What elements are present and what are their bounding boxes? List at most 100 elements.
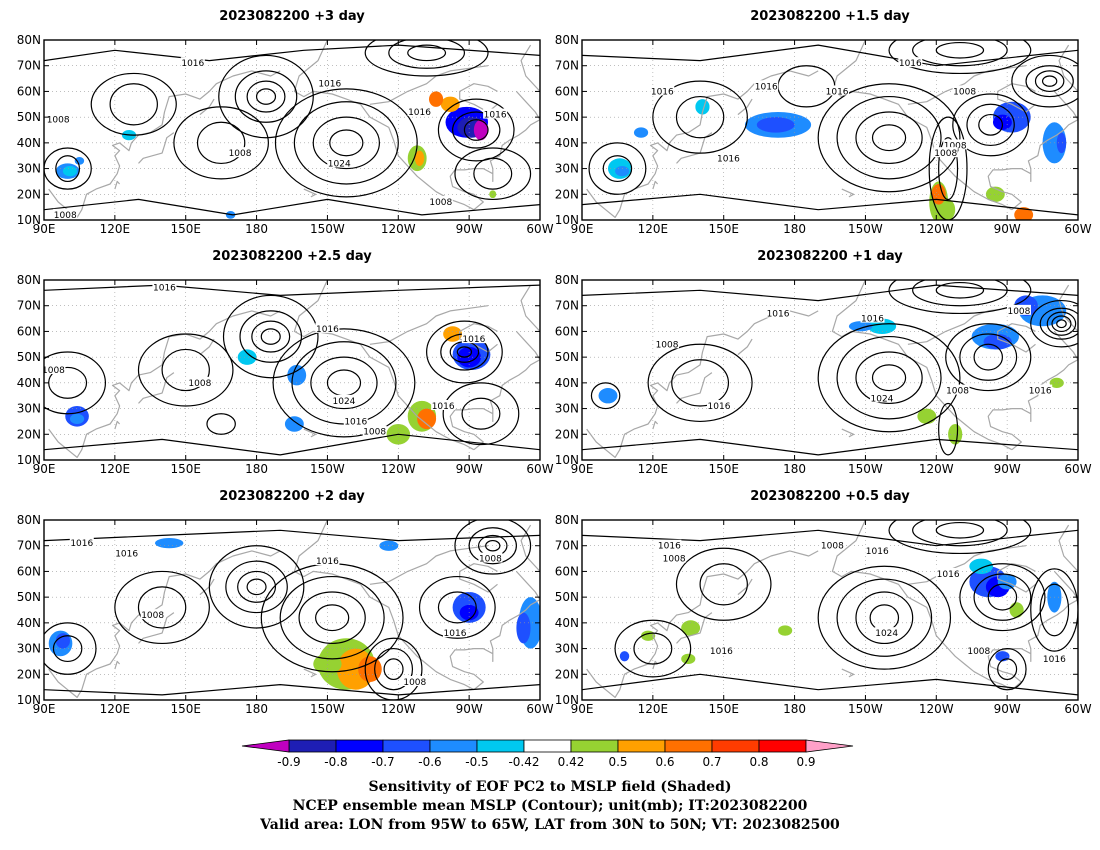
isobar xyxy=(454,520,532,575)
coastline xyxy=(138,612,175,644)
axis-ticks: 90E 120E 150E 180 150W 120W 90W 60W 10N 20N 30N 40N… xyxy=(17,33,554,236)
contour-label: 1016 xyxy=(181,59,204,69)
label-backdrop xyxy=(428,196,453,206)
y-tick-label: 20N xyxy=(17,667,41,681)
colorbar-box xyxy=(664,739,713,753)
shaded-region xyxy=(848,321,873,332)
contour-label: 1008 xyxy=(188,379,211,389)
contour-label: 1016 xyxy=(316,325,339,335)
label-backdrop xyxy=(766,307,791,318)
isobar xyxy=(452,111,501,149)
colorbar-label: -0.6 xyxy=(418,755,441,769)
x-tick-label: 150E xyxy=(170,222,201,236)
label-backdrop xyxy=(662,552,687,563)
label-backdrop xyxy=(69,537,94,548)
isobar xyxy=(938,402,959,456)
coastline xyxy=(586,70,819,218)
y-tick-label: 80N xyxy=(17,513,41,527)
contour-label: 1008 xyxy=(953,87,976,97)
label-backdrop xyxy=(317,77,342,88)
coastline xyxy=(586,550,819,698)
x-tick-label: 90E xyxy=(571,222,594,236)
label-backdrop xyxy=(945,384,970,395)
y-tick-label: 30N xyxy=(17,402,41,416)
coastline xyxy=(303,428,317,438)
coastline xyxy=(1058,524,1078,572)
label-backdrop xyxy=(442,627,467,638)
shaded-region xyxy=(997,574,1017,590)
label-backdrop xyxy=(706,400,731,410)
x-tick-label: 60W xyxy=(526,702,553,716)
contour-label: 1024 xyxy=(328,159,351,169)
contour-labels: 1016 1016 1016 1008 1016 1008 1016 1008 xyxy=(650,57,977,164)
x-tick-label: 120W xyxy=(919,222,954,236)
x-tick-label: 60W xyxy=(526,462,553,476)
isobar xyxy=(329,129,364,157)
y-tick-label: 30N xyxy=(555,642,579,656)
coastline xyxy=(652,420,659,430)
label-backdrop xyxy=(1028,384,1053,395)
contour-label: 1008 xyxy=(656,340,679,350)
contour-label: 1016 xyxy=(755,82,778,92)
isobar xyxy=(383,658,404,681)
shaded-region xyxy=(74,157,85,165)
x-tick-label: 180 xyxy=(245,462,268,476)
isobar xyxy=(675,95,725,139)
label-backdrop xyxy=(874,627,899,638)
y-tick-label: 10N xyxy=(555,693,579,707)
label-backdrop xyxy=(44,364,66,374)
isobar xyxy=(675,547,772,621)
y-tick-label: 50N xyxy=(555,110,579,124)
label-backdrop xyxy=(362,425,387,436)
label-backdrop xyxy=(860,312,885,323)
y-tick-label: 70N xyxy=(555,59,579,73)
isobar xyxy=(234,70,298,123)
x-tick-label: 150E xyxy=(708,702,739,716)
colorbar-box xyxy=(429,739,478,753)
coastline xyxy=(114,180,121,190)
sensitivity-shading xyxy=(65,326,491,445)
panel-title: 2023082200 +1 day xyxy=(757,249,903,264)
map-area: 1016 1016 1016 1008 1008 1016 1008 xyxy=(44,520,540,700)
coastline xyxy=(831,280,1013,451)
colorbar-label: 0.42 xyxy=(558,755,585,769)
isobar xyxy=(55,155,81,183)
x-tick-label: 90E xyxy=(33,702,56,716)
isobar xyxy=(1030,299,1078,348)
y-tick-label: 60N xyxy=(555,564,579,578)
contour-label: 1008 xyxy=(946,387,969,397)
map-area: 1016 1016 1016 1008 1016 1008 1016 1008 xyxy=(582,40,1078,220)
shaded-region xyxy=(598,388,618,404)
mslp-contours xyxy=(582,40,1078,220)
contour-label: 1008 xyxy=(47,116,70,126)
axis-ticks: 90E 120E 150E 180 150W 120W 90W 60W 10N 20N 30N 40N… xyxy=(555,273,1092,476)
contour-labels: 1016 1008 1016 1016 1008 1024 1016 1008 1008 xyxy=(46,57,508,220)
coastline xyxy=(841,428,855,438)
contour-label: 1016 xyxy=(318,80,341,90)
x-tick-label: 150W xyxy=(310,462,345,476)
shaded-region xyxy=(917,408,937,424)
label-backdrop xyxy=(327,157,352,168)
isobar xyxy=(461,397,501,430)
label-backdrop xyxy=(754,80,779,91)
isobar xyxy=(44,684,540,696)
map-frame xyxy=(581,519,1079,701)
x-tick-label: 60W xyxy=(526,222,553,236)
lat-lon-grid xyxy=(582,280,1078,460)
x-tick-label: 180 xyxy=(245,702,268,716)
y-tick-label: 40N xyxy=(555,376,579,390)
coastline xyxy=(369,65,489,105)
shaded-region xyxy=(633,127,649,138)
shaded-region xyxy=(619,651,630,662)
isobar xyxy=(442,382,520,446)
map-panel-plus-2-5-day: 2023082200 +2.5 day 10161016101610081008… xyxy=(17,249,554,476)
y-tick-label: 60N xyxy=(17,564,41,578)
coastline xyxy=(199,338,215,356)
contour-label: 1016 xyxy=(1043,655,1066,665)
x-tick-label: 120W xyxy=(381,702,416,716)
y-tick-label: 50N xyxy=(17,110,41,124)
y-tick-label: 80N xyxy=(17,33,41,47)
isobar xyxy=(310,356,378,410)
